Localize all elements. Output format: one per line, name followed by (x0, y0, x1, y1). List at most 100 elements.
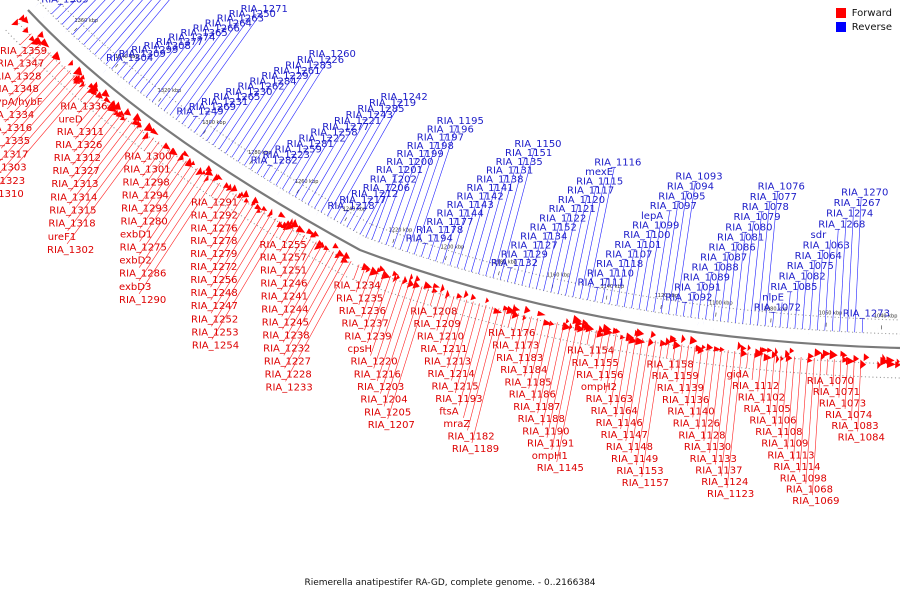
guide-dot (507, 266, 509, 268)
forward-gene-arrow (277, 211, 286, 218)
guide-dot (99, 40, 101, 42)
guide-dot (582, 298, 584, 300)
leader-line (210, 207, 260, 288)
forward-gene-arrow (340, 256, 349, 263)
guide-dot (100, 60, 102, 62)
guide-dot (256, 156, 258, 158)
reverse-gene-arrow (387, 237, 389, 244)
forward-gene-arrow (95, 91, 103, 99)
forward-gene-arrow (392, 273, 397, 283)
reverse-gene-label: RIA_1231 (201, 97, 248, 108)
forward-gene-arrow (822, 349, 831, 358)
leader-line (542, 323, 565, 426)
reverse-gene-arrow (315, 209, 320, 217)
guide-dot (308, 204, 310, 206)
guide-dot (405, 250, 407, 253)
tick-mark (660, 304, 662, 309)
guide-dot (672, 314, 675, 316)
guide-dot (163, 92, 165, 94)
leader-line (690, 292, 695, 318)
reverse-gene-arrow (249, 169, 253, 175)
guide-dot (805, 358, 808, 361)
reverse-gene-arrow (156, 109, 160, 114)
guide-dot (596, 301, 599, 303)
forward-gene-label: RIA_1146 (596, 418, 643, 429)
leader-line (668, 191, 688, 315)
reverse-gene-arrow (102, 68, 107, 74)
guide-dot (296, 232, 298, 234)
guide-dot (311, 257, 314, 259)
guide-dot (827, 374, 829, 376)
guide-dot (444, 248, 446, 251)
guide-dot (657, 342, 659, 344)
leader-line (6, 56, 56, 110)
guide-dot (457, 267, 460, 269)
leader-line (175, 18, 249, 120)
forward-gene-arrow (747, 344, 751, 352)
leader-line (275, 154, 295, 186)
guide-dot (482, 274, 484, 276)
reverse-gene-arrow (685, 311, 687, 318)
guide-dot (698, 317, 700, 320)
guide-dot (328, 266, 330, 268)
guide-dot (217, 148, 219, 150)
reverse-gene-arrow (160, 102, 166, 109)
guide-dot (252, 154, 255, 156)
reverse-gene-label: RIA_1199 (397, 149, 444, 160)
leader-line (774, 355, 782, 427)
guide-dot (199, 135, 201, 137)
guide-dot (603, 288, 605, 290)
reverse-gene-arrow (144, 88, 150, 96)
reverse-gene-arrow (326, 211, 331, 220)
guide-dot (489, 276, 491, 278)
guide-dot (818, 329, 821, 331)
reverse-gene-arrow (103, 56, 108, 62)
forward-gene-label: RIA_1102 (738, 393, 785, 404)
guide-dot (104, 120, 106, 122)
leader-line (543, 223, 560, 291)
forward-gene-label: RIA_1173 (492, 341, 539, 352)
leader-line (681, 345, 689, 394)
guide-dot (305, 186, 307, 188)
guide-dot (452, 311, 454, 314)
leader-line (385, 158, 417, 245)
guide-dot (63, 25, 65, 27)
tick-mark (605, 295, 608, 300)
forward-gene-label: RIA_1234 (334, 281, 381, 292)
leader-line (451, 301, 474, 381)
leader-line (826, 358, 828, 375)
guide-dot (845, 317, 847, 319)
guide-dot (356, 215, 358, 218)
reverse-gene-label: RIA_1081 (717, 233, 764, 244)
guide-dot (898, 377, 900, 379)
guide-dot (324, 197, 326, 200)
guide-dot (603, 347, 605, 349)
forward-gene-arrow (280, 221, 291, 230)
reverse-gene-label: RIA_1134 (520, 231, 567, 242)
guide-dot (445, 309, 447, 311)
guide-dot (66, 88, 68, 90)
tick-mark (158, 98, 162, 102)
guide-dot (377, 241, 379, 243)
leader-line (660, 201, 679, 314)
guide-dot (47, 10, 49, 12)
leader-line (140, 156, 182, 216)
leader-line (447, 299, 468, 369)
reverse-gene-label: RIA_1196 (427, 124, 474, 135)
forward-gene-label: RIA_1156 (576, 370, 623, 381)
reverse-gene-label: RIA_1198 (407, 141, 454, 152)
guide-dot (828, 360, 830, 362)
tick-label: 1140 kbp (600, 284, 624, 290)
leader-line (281, 241, 317, 304)
guide-dot (551, 336, 553, 339)
guide-dot (65, 28, 67, 30)
reverse-gene-label: RIA_1127 (511, 240, 558, 251)
leader-line (692, 347, 703, 418)
reverse-gene-label: RIA_1268 (818, 219, 865, 230)
guide-dot (125, 136, 127, 138)
forward-gene-label: RIA_1153 (616, 466, 663, 477)
guide-dot (710, 305, 713, 307)
leader-line (615, 336, 630, 418)
guide-dot (292, 230, 295, 232)
leader-line (346, 204, 360, 228)
